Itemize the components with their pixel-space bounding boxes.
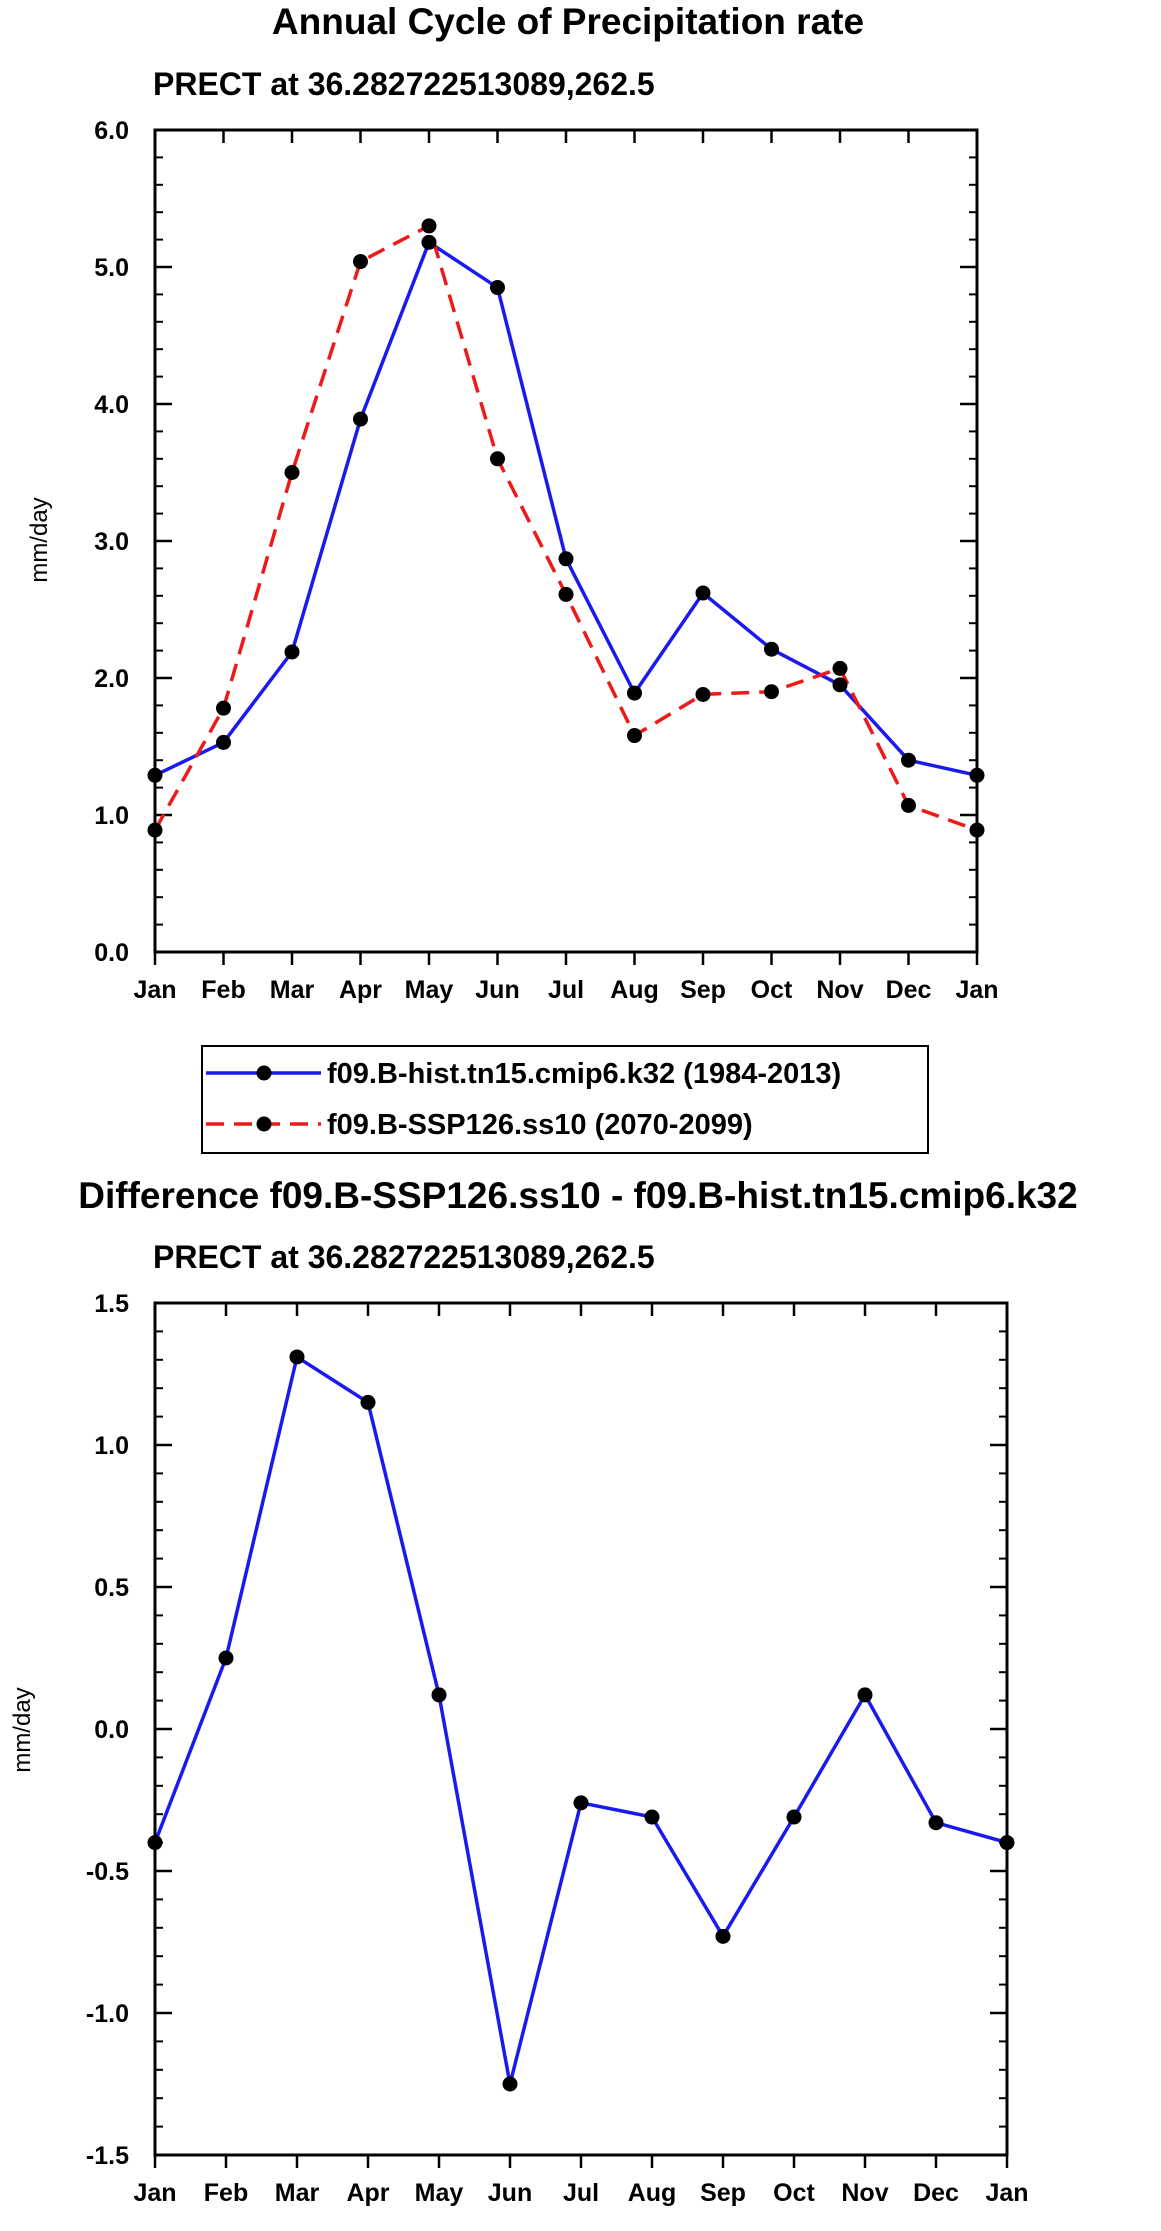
chart2-xtick-label-sep: Sep [700,2179,746,2207]
chart2-xtick-label-oct: Oct [773,2179,815,2207]
chart1-xtick-label-aug: Aug [610,976,659,1004]
chart2-series-0-point [715,1928,731,1944]
chart1-series-1-point [284,465,300,480]
chart1-series-0-point [695,585,711,601]
chart1-xtick-label-dec: Dec [886,976,932,1004]
chart2-series-0-point [431,1687,447,1703]
chart1-xtick-label-jun: Jun [475,976,519,1004]
chart2-series-0-point [928,1815,944,1831]
chart1-series-1-point [764,684,779,700]
chart1-series-1-point [969,822,985,838]
chart1-series-1-point [353,254,368,270]
chart2-ytick-label: -1.5 [86,2142,129,2170]
chart2-series-0-line [153,1355,1008,2086]
chart2-ytick-label: 0.5 [94,1574,129,1602]
chart2-xtick-label-jun: Jun [488,2179,532,2207]
chart2-series-0-point [786,1809,802,1825]
chart2-xtick-label-aug: Aug [628,2179,677,2207]
chart1-series-0-point [832,677,848,693]
chart1-series-1-point [216,700,231,716]
chart1-xtick-label-jan: Jan [133,976,176,1004]
chart1-xtick-label-may: May [405,976,454,1004]
chart1-subtitle: PRECT at 36.282722513089,262.5 [153,66,655,102]
chart1-title: Annual Cycle of Precipitation rate [272,1,864,42]
chart2-series-0-point [502,2076,518,2092]
chart1-xtick-label-nov: Nov [816,976,863,1004]
chart2-plot-frame [153,1301,1009,2157]
chart1-series-0-point [627,685,642,701]
chart1-series-1-point [421,218,437,234]
chart2-series-0-point [644,1809,660,1825]
chart1-ytick-label: 0.0 [94,939,129,967]
chart2-xtick-label-mar: Mar [275,2179,320,2207]
chart2-ytick-label: -0.5 [86,1858,129,1886]
chart1-plot: 0.0 1.0 2.0 3.0 4.0 5.0 6.0 Jan Feb Mar Apr May Jun J… [94,117,998,1004]
chart1-xtick-label-apr: Apr [339,976,382,1004]
legend-hist-marker [256,1065,272,1081]
chart1-series-0-point [901,752,916,768]
chart2-ytick-label: 1.0 [94,1432,129,1460]
chart2-xtick-label-apr: Apr [346,2179,389,2207]
chart2-series-0-point [289,1349,305,1365]
chart1-series-0-point [216,734,231,750]
chart1-series-0-point [969,767,985,783]
chart2-series-0-point [360,1394,376,1410]
chart2-subtitle: PRECT at 36.282722513089,262.5 [153,1239,655,1275]
chart1-ytick-label: 1.0 [94,802,129,830]
chart1-legend: f09.B-hist.tn15.cmip6.k32 (1984-2013) f0… [201,1045,929,1154]
chart1-series-1-point [627,728,642,744]
chart1-xtick-label-mar: Mar [270,976,315,1004]
chart2-series-0-point [147,1835,163,1851]
chart2-xtick-label-may: May [415,2179,464,2207]
chart2-series-0-point [857,1687,873,1703]
chart1-series-0-point [147,767,163,783]
chart2-ytick-label: -1.0 [86,2000,129,2028]
chart2-xtick-label-jan: Jan [985,2179,1028,2207]
legend-ssp-label: f09.B-SSP126.ss10 (2070-2099) [327,1109,753,1141]
chart1-series-0-point [764,641,779,657]
chart1-series-0-point [490,280,505,296]
chart2-xtick-label-feb: Feb [204,2179,248,2207]
chart2-ylabel: mm/day [9,1687,36,1772]
chart1-ytick-label: 6.0 [94,117,129,145]
chart2-xtick-label-dec: Dec [913,2179,959,2207]
chart2-xtick-label-jul: Jul [563,2179,599,2207]
chart1-xtick-label-jan: Jan [955,976,998,1004]
chart1-xtick-label-sep: Sep [680,976,726,1004]
legend-hist-label: f09.B-hist.tn15.cmip6.k32 (1984-2013) [327,1058,841,1090]
chart1-series-1-point [558,586,574,602]
chart1-series-1-line [153,224,978,832]
chart1-series-1-point [695,686,711,702]
chart1-series-1-point [490,451,505,467]
chart1-ytick-label: 4.0 [94,391,129,419]
chart1-series-1-point [832,660,848,676]
legend-ssp-marker [256,1116,272,1132]
chart2-ytick-label: 1.5 [94,1290,129,1318]
chart1-ytick-label: 5.0 [94,254,129,282]
chart2-xtick-label-nov: Nov [841,2179,888,2207]
chart1-ytick-label: 2.0 [94,665,129,693]
chart1-xtick-label-oct: Oct [751,976,793,1004]
chart2-ytick-label: 0.0 [94,1716,129,1744]
chart1-series-0-point [421,234,437,250]
chart2-title: Difference f09.B-SSP126.ss10 - f09.B-his… [78,1175,1077,1216]
chart1-ytick-label: 3.0 [94,528,129,556]
chart2-series-0-point [218,1650,234,1666]
chart1-series-0-point [558,551,574,567]
chart1-xtick-label-feb: Feb [201,976,245,1004]
chart2-xtick-label-jan: Jan [133,2179,176,2207]
chart1-xtick-label-jul: Jul [548,976,584,1004]
chart1-series-0-point [284,644,300,660]
chart1-series-1-point [147,822,163,838]
chart1-plot-frame [153,128,979,954]
chart2-series-0-point [999,1835,1015,1851]
legend-box [201,1045,929,1154]
chart2-plot: -1.5 -1.0 -0.5 0.0 0.5 1.0 1.5 Jan Feb Mar Apr May J… [86,1290,1029,2207]
chart1-ylabel: mm/day [26,497,53,582]
chart2-series-0-point [573,1795,589,1811]
chart1-series-1-point [901,797,916,813]
chart1-series-0-point [353,411,368,427]
